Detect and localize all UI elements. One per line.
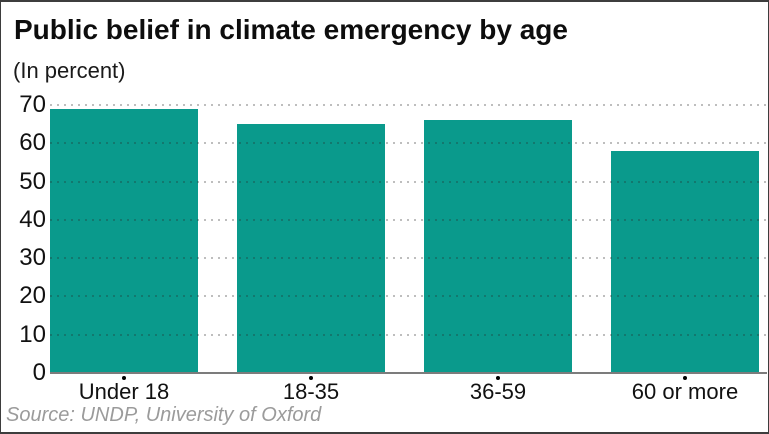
bar-60-or-more bbox=[611, 150, 759, 373]
chart-title: Public belief in climate emergency by ag… bbox=[14, 14, 568, 45]
x-axis-tick-dot-3 bbox=[683, 376, 687, 380]
gridline-70 bbox=[50, 104, 767, 106]
gridline-40 bbox=[50, 218, 767, 221]
chart-subtitle: (In percent) bbox=[13, 58, 126, 83]
y-axis-label-20: 20 bbox=[19, 282, 46, 310]
gridline-60 bbox=[50, 142, 767, 145]
y-axis-label-40: 40 bbox=[19, 205, 46, 233]
x-axis-tick-dot-1 bbox=[309, 376, 313, 380]
source-note: Source: UNDP, University of Oxford bbox=[6, 404, 322, 426]
gridline-20 bbox=[50, 295, 767, 298]
bar-36-59 bbox=[424, 120, 572, 373]
gridline-50 bbox=[50, 180, 767, 183]
x-axis-label-0: Under 18 bbox=[78, 379, 170, 404]
bar-18-35 bbox=[237, 124, 385, 373]
x-axis-label-1: 18-35 bbox=[282, 379, 340, 404]
x-axis-line bbox=[50, 372, 767, 374]
x-axis-tick-dot-0 bbox=[122, 376, 126, 380]
y-axis-label-0: 0 bbox=[32, 359, 46, 386]
y-axis-label-50: 50 bbox=[19, 167, 46, 195]
gridline-10 bbox=[50, 333, 767, 336]
y-axis-label-60: 60 bbox=[19, 129, 46, 157]
y-axis-label-30: 30 bbox=[19, 244, 46, 272]
y-axis-label-70: 70 bbox=[19, 91, 46, 118]
bar-under-18 bbox=[50, 108, 198, 373]
x-axis-tick-dot-2 bbox=[496, 376, 500, 380]
gridline-30 bbox=[50, 257, 767, 260]
x-axis-label-2: 36-59 bbox=[469, 379, 527, 404]
y-axis-label-10: 10 bbox=[19, 320, 46, 348]
x-axis-label-3: 60 or more bbox=[631, 379, 739, 404]
